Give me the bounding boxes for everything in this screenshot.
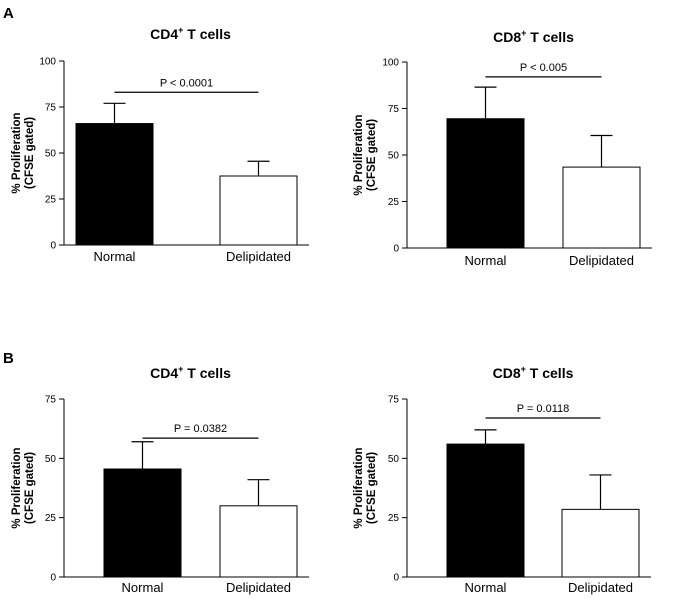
y-tick-label: 0 [393, 244, 399, 255]
category-label: Normal [94, 249, 136, 264]
chart-a-cd4: CD4+ T cells % Proliferation (CFSE gated) 0… [11, 25, 309, 264]
category-label: Normal [465, 580, 507, 595]
bar-delipidated [562, 166, 641, 249]
y-axis-label-sub: (CFSE gated) [24, 117, 36, 189]
chart-title: CD4+ T cells [150, 364, 231, 381]
y-tick-label: 100 [39, 57, 56, 68]
bar-normal [446, 118, 525, 249]
y-tick-label: 0 [50, 241, 56, 252]
category-label: Delipidated [568, 580, 633, 595]
y-tick-label: 75 [45, 395, 57, 406]
y-tick-label: 25 [45, 195, 57, 206]
category-label: Normal [122, 580, 164, 595]
category-label: Normal [465, 253, 507, 268]
y-axis-label-sub: (CFSE gated) [366, 119, 378, 191]
category-label: Delipidated [569, 253, 634, 268]
category-label: Delipidated [226, 249, 291, 264]
panel-letter-a: A [3, 5, 14, 22]
y-tick-label: 75 [388, 104, 400, 115]
bar-delipidated [219, 175, 298, 246]
p-value-label: P < 0.005 [520, 62, 567, 74]
category-label: Delipidated [226, 580, 291, 595]
bar-normal [446, 443, 525, 578]
y-tick-label: 75 [45, 103, 57, 114]
y-tick-label: 50 [388, 151, 400, 162]
chart-title: CD4+ T cells [150, 25, 231, 42]
bar-normal [103, 468, 182, 578]
chart-b-cd8: CD8+ T cells % Proliferation (CFSE gated) 0… [353, 364, 651, 595]
charts-group: CD4+ T cells% Proliferation (CFSE gated)0… [11, 25, 652, 595]
y-axis-label: % Proliferation [11, 112, 23, 193]
y-tick-label: 25 [388, 197, 400, 208]
chart-title: CD8+ T cells [493, 364, 574, 381]
chart-title: CD8+ T cells [493, 28, 574, 45]
p-value-label: P < 0.0001 [160, 77, 213, 89]
y-tick-label: 100 [382, 58, 399, 69]
chart-b-cd4: CD4+ T cells % Proliferation (CFSE gated) 0… [11, 364, 309, 595]
y-tick-label: 25 [388, 513, 400, 524]
y-axis-label: % Proliferation [11, 447, 23, 528]
bar-normal [75, 123, 154, 246]
y-axis-label-sub: (CFSE gated) [366, 452, 378, 524]
y-axis-label: % Proliferation [353, 114, 365, 195]
bar-delipidated [219, 505, 298, 578]
bar-delipidated [561, 508, 640, 578]
y-tick-label: 25 [45, 513, 57, 524]
panel-letter-b: B [3, 350, 14, 367]
y-tick-label: 50 [45, 149, 57, 160]
y-tick-label: 0 [393, 573, 399, 584]
chart-a-cd8: CD8+ T cells % Proliferation (CFSE gated) 0… [353, 28, 652, 268]
y-axis-label-sub: (CFSE gated) [24, 452, 36, 524]
p-value-label: P = 0.0382 [174, 423, 227, 435]
y-axis-label: % Proliferation [353, 447, 365, 528]
y-tick-label: 50 [388, 454, 400, 465]
y-tick-label: 50 [45, 454, 57, 465]
p-value-label: P = 0.0118 [517, 403, 570, 415]
y-tick-label: 0 [50, 573, 56, 584]
y-tick-label: 75 [388, 395, 400, 406]
